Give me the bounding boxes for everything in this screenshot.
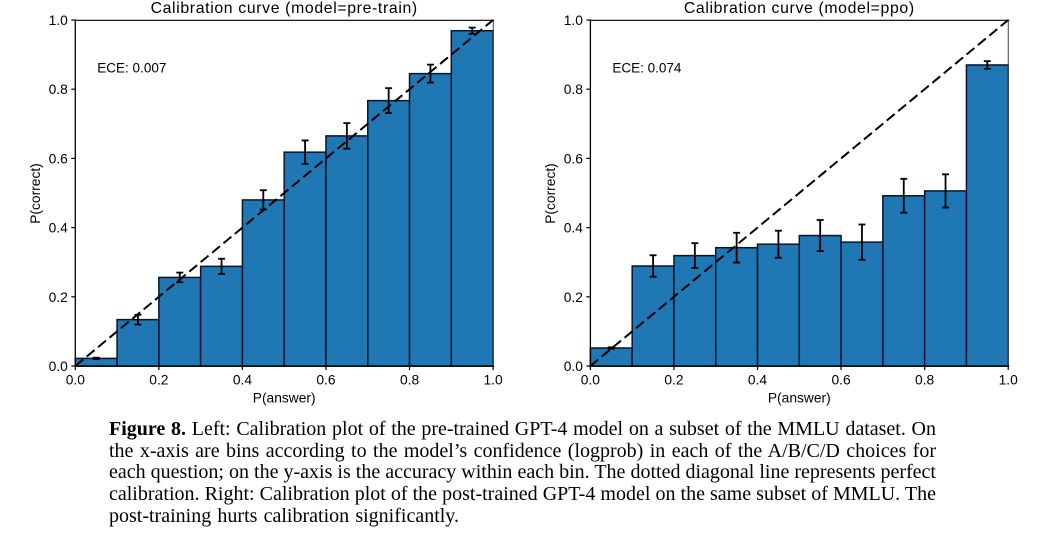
svg-text:0.8: 0.8 [564,82,584,97]
svg-text:0.6: 0.6 [831,373,851,388]
svg-text:0.8: 0.8 [400,373,420,388]
svg-text:P(answer): P(answer) [768,390,831,405]
svg-text:0.0: 0.0 [66,373,86,388]
svg-text:Calibration curve (model=pre-t: Calibration curve (model=pre-train) [151,0,418,17]
svg-text:ECE: 0.007: ECE: 0.007 [97,61,166,76]
svg-text:0.2: 0.2 [664,373,683,388]
svg-text:0.4: 0.4 [233,373,253,388]
svg-text:0.2: 0.2 [564,290,583,305]
svg-text:1.0: 1.0 [49,13,69,28]
svg-text:0.4: 0.4 [748,373,768,388]
svg-text:0.4: 0.4 [564,221,584,236]
svg-text:0.4: 0.4 [49,221,69,236]
svg-text:1.0: 1.0 [484,373,504,388]
svg-text:P(correct): P(correct) [543,163,558,224]
svg-text:P(answer): P(answer) [253,390,316,405]
svg-text:P(correct): P(correct) [28,163,43,224]
svg-text:Calibration curve (model=ppo): Calibration curve (model=ppo) [684,0,915,17]
svg-text:0.6: 0.6 [316,373,336,388]
svg-text:0.6: 0.6 [49,151,69,166]
svg-text:0.0: 0.0 [49,359,69,374]
svg-text:0.2: 0.2 [149,373,168,388]
svg-text:0.6: 0.6 [564,151,584,166]
svg-text:0.0: 0.0 [564,359,584,374]
svg-text:0.8: 0.8 [915,373,935,388]
svg-text:1.0: 1.0 [999,373,1019,388]
svg-text:1.0: 1.0 [564,13,584,28]
svg-text:0.2: 0.2 [49,290,68,305]
svg-text:ECE: 0.074: ECE: 0.074 [612,61,682,76]
svg-text:0.0: 0.0 [581,373,601,388]
svg-text:0.8: 0.8 [49,82,69,97]
